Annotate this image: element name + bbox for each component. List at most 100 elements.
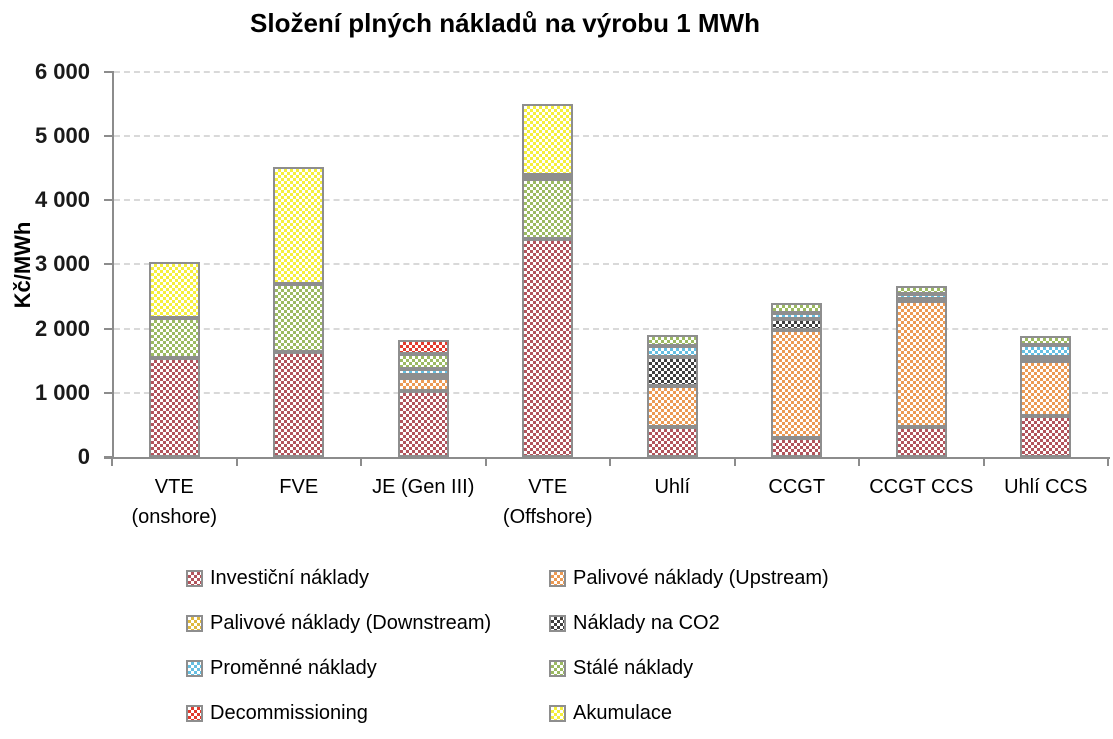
bar-segment[interactable] (273, 351, 325, 457)
legend-label: Proměnné náklady (210, 656, 377, 679)
legend-swatch-icon (549, 614, 566, 632)
legend-item[interactable]: Palivové náklady (Upstream) (549, 565, 829, 591)
bar-segment[interactable] (895, 286, 947, 294)
category-label-line2: (onshore) (131, 506, 218, 528)
legend-item[interactable]: Náklady na CO2 (549, 610, 720, 636)
x-tick (235, 459, 238, 466)
x-tick (1107, 459, 1109, 466)
legend-label: Stálé náklady (573, 656, 694, 679)
gridline (114, 327, 1108, 330)
y-tick (104, 70, 112, 73)
bar-segment[interactable] (148, 318, 200, 359)
legend-item[interactable]: Investiční náklady (186, 565, 369, 591)
stacked-bar[interactable] (1020, 0, 1072, 457)
legend-swatch-icon (186, 614, 203, 632)
bar-segment[interactable] (1020, 415, 1072, 457)
bar-segment[interactable] (522, 103, 574, 175)
bar-segment[interactable] (895, 299, 947, 304)
gridline (114, 135, 1108, 137)
bar-segment[interactable] (1020, 345, 1072, 357)
y-tick (104, 456, 112, 458)
legend-swatch-icon (549, 569, 566, 587)
stacked-bar[interactable] (148, 0, 200, 457)
stacked-bar[interactable] (895, 0, 947, 457)
bar-segment[interactable] (397, 375, 449, 380)
y-tick (104, 327, 112, 330)
bar-segment[interactable] (1020, 356, 1072, 362)
y-tick (104, 263, 112, 266)
category-label: VTE (Offshore) (478, 472, 618, 532)
y-tick-label: 3 000 (34, 251, 90, 277)
y-axis-line (112, 71, 114, 459)
y-tick (104, 135, 112, 137)
x-tick (111, 459, 113, 466)
bar-segment[interactable] (397, 353, 449, 370)
bar-segment[interactable] (771, 302, 823, 313)
bar-segment[interactable] (273, 166, 325, 285)
category-label: CCGT CCS (851, 472, 991, 502)
stacked-bar[interactable] (771, 0, 823, 457)
gridline (114, 199, 1108, 202)
bar-segment[interactable] (646, 345, 698, 357)
legend-label: Decommissioning (210, 701, 368, 724)
category-label: Uhlí (602, 472, 742, 502)
bar-segment[interactable] (1020, 361, 1072, 416)
category-label-line2: (Offshore) (502, 506, 593, 528)
category-label-line1: FVE (279, 476, 319, 498)
bar-segment[interactable] (895, 426, 947, 457)
bar-segment[interactable] (397, 390, 449, 457)
category-label-line1: VTE (528, 476, 568, 498)
bar-segment[interactable] (771, 312, 823, 319)
bar-segment[interactable] (771, 318, 823, 331)
legend-swatch-icon (186, 659, 203, 677)
y-tick-label: 5 000 (34, 123, 90, 148)
bar-segment[interactable] (646, 385, 698, 427)
bar-segment[interactable] (895, 293, 947, 300)
category-label-line1: VTE (154, 476, 194, 498)
bar-segment[interactable] (148, 358, 200, 457)
bar-segment[interactable] (895, 301, 947, 427)
y-tick-label: 2 000 (34, 315, 90, 341)
bar-segment[interactable] (1020, 335, 1072, 346)
bar-segment[interactable] (273, 284, 325, 352)
legend-label: Palivové náklady (Upstream) (573, 566, 829, 589)
y-tick (104, 199, 112, 202)
bar-segment[interactable] (148, 261, 200, 319)
bar-segment[interactable] (522, 238, 574, 457)
legend-label: Palivové náklady (Downstream) (210, 611, 492, 634)
legend-item[interactable]: Akumulace (549, 700, 672, 726)
stacked-bar[interactable] (273, 0, 325, 457)
bar-segment[interactable] (646, 356, 698, 386)
chart-title: Složení plných nákladů na výrobu 1 MWh (250, 8, 760, 38)
legend-swatch-icon (549, 659, 566, 677)
legend-swatch-icon (186, 569, 203, 587)
stacked-bar[interactable] (397, 0, 449, 457)
bar-segment[interactable] (646, 426, 698, 457)
y-tick (104, 391, 112, 394)
legend-item[interactable]: Decommissioning (186, 700, 368, 726)
legend-swatch-icon (186, 704, 203, 722)
bar-segment[interactable] (771, 330, 823, 439)
category-label-line1: CCGT CCS (869, 476, 974, 498)
legend-item[interactable]: Stálé náklady (549, 655, 693, 681)
x-tick (858, 459, 860, 466)
legend-item[interactable]: Palivové náklady (Downstream) (186, 610, 491, 636)
stacked-bar[interactable] (522, 0, 574, 457)
category-label-line1: CCGT (768, 476, 826, 498)
category-label: JE (Gen III) (353, 472, 493, 502)
bar-segment[interactable] (771, 438, 823, 457)
legend-item[interactable]: Proměnné náklady (186, 655, 377, 681)
gridline (114, 263, 1108, 266)
stacked-bar[interactable] (646, 0, 698, 457)
x-tick (484, 459, 487, 466)
bar-segment[interactable] (522, 174, 574, 179)
bar-segment[interactable] (397, 340, 449, 354)
bar-segment[interactable] (522, 179, 574, 239)
legend-label: Investiční náklady (210, 566, 369, 589)
bar-segment[interactable] (397, 369, 449, 376)
x-tick (360, 459, 362, 466)
category-label-line1: Uhlí (654, 476, 691, 498)
bar-segment[interactable] (397, 378, 449, 391)
x-tick (982, 459, 985, 466)
bar-segment[interactable] (646, 335, 698, 346)
